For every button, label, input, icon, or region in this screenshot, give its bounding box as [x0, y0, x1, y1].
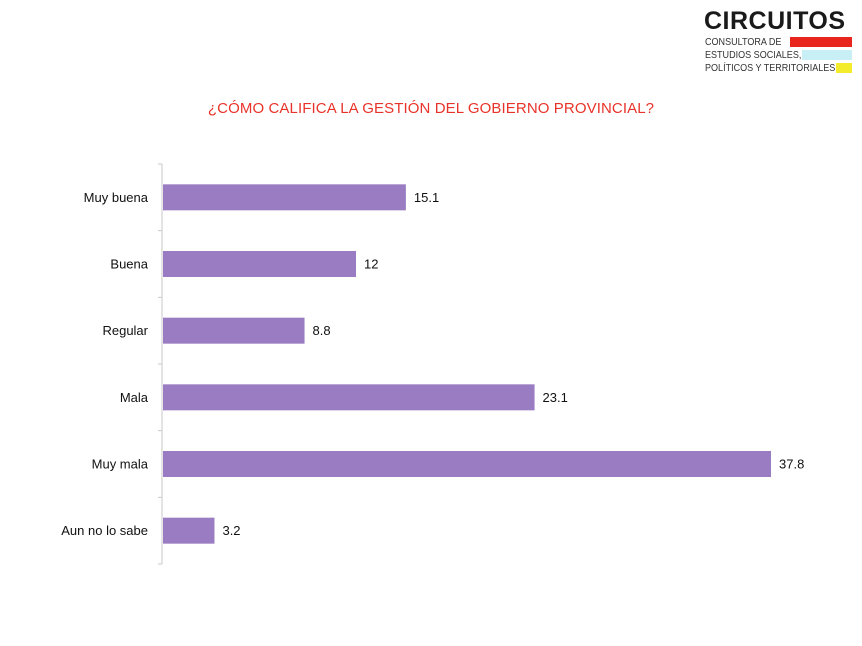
category-label: Muy buena: [84, 190, 149, 205]
value-label: 23.1: [543, 390, 568, 405]
logo-tagline-2: ESTUDIOS SOCIALES,: [705, 49, 802, 61]
bars: [163, 184, 771, 544]
value-label: 8.8: [313, 323, 331, 338]
logo-tagline-1: CONSULTORA DE: [705, 36, 782, 48]
category-label: Regular: [102, 323, 148, 338]
category-label: Aun no lo sabe: [61, 523, 148, 538]
bar-muy-mala: [163, 451, 771, 477]
value-label: 12: [364, 257, 378, 272]
logo-tagline-3: POLÍTICOS Y TERRITORIALES: [705, 62, 836, 74]
category-label: Buena: [110, 257, 148, 272]
logo-brand: CIRCUITOS: [704, 7, 846, 35]
bar-regular: [163, 317, 305, 344]
logo: CIRCUITOS CONSULTORA DE ESTUDIOS SOCIALE…: [704, 8, 856, 80]
bar-muy-buena: [163, 184, 406, 211]
bar-aun-no-lo-sabe: [163, 517, 215, 544]
logo-stripe-red: [790, 37, 852, 47]
labels: Muy buena 15.1 Buena 12 Regular 8.8 Mala 23.1 Mu…: [61, 190, 804, 538]
logo-stripe-cyan: [802, 50, 852, 60]
bar-buena: [163, 251, 357, 277]
category-label: Muy mala: [92, 457, 149, 472]
chart-title: ¿CÓMO CALIFICA LA GESTIÓN DEL GOBIERNO P…: [207, 100, 655, 117]
value-label: 37.8: [779, 457, 804, 472]
category-label: Mala: [120, 390, 149, 405]
bar-mala: [163, 384, 535, 411]
axis: [158, 163, 163, 565]
value-label: 15.1: [414, 190, 439, 205]
value-label: 3.2: [222, 523, 240, 538]
logo-stripe-yellow: [836, 63, 852, 73]
